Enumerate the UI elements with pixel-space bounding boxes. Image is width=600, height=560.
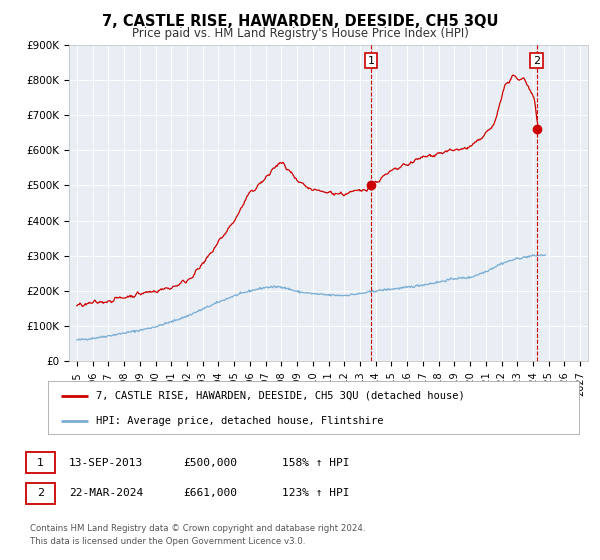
Text: £500,000: £500,000	[183, 458, 237, 468]
Text: £661,000: £661,000	[183, 488, 237, 498]
Text: 7, CASTLE RISE, HAWARDEN, DEESIDE, CH5 3QU: 7, CASTLE RISE, HAWARDEN, DEESIDE, CH5 3…	[102, 14, 498, 29]
Text: 7, CASTLE RISE, HAWARDEN, DEESIDE, CH5 3QU (detached house): 7, CASTLE RISE, HAWARDEN, DEESIDE, CH5 3…	[96, 391, 464, 401]
Text: This data is licensed under the Open Government Licence v3.0.: This data is licensed under the Open Gov…	[30, 537, 305, 546]
Text: 1: 1	[37, 458, 44, 468]
Text: 13-SEP-2013: 13-SEP-2013	[69, 458, 143, 468]
Text: 1: 1	[368, 55, 374, 66]
Text: 158% ↑ HPI: 158% ↑ HPI	[282, 458, 349, 468]
Text: 2: 2	[37, 488, 44, 498]
Text: HPI: Average price, detached house, Flintshire: HPI: Average price, detached house, Flin…	[96, 416, 383, 426]
Text: 2: 2	[533, 55, 540, 66]
Text: Contains HM Land Registry data © Crown copyright and database right 2024.: Contains HM Land Registry data © Crown c…	[30, 524, 365, 533]
Text: 22-MAR-2024: 22-MAR-2024	[69, 488, 143, 498]
Text: Price paid vs. HM Land Registry's House Price Index (HPI): Price paid vs. HM Land Registry's House …	[131, 27, 469, 40]
Text: 123% ↑ HPI: 123% ↑ HPI	[282, 488, 349, 498]
